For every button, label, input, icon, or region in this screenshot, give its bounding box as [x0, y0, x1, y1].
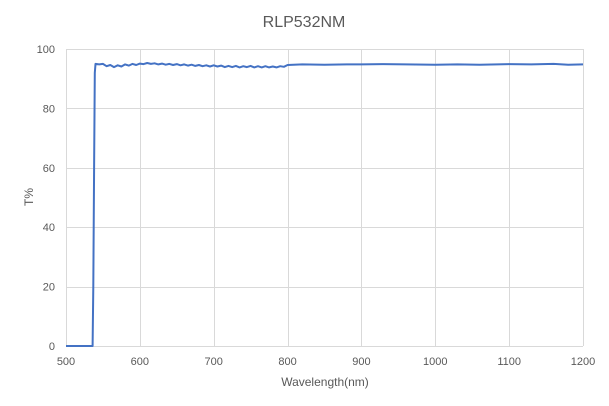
x-tick-label: 700	[205, 356, 223, 368]
y-tick-label: 0	[49, 341, 55, 353]
x-axis-ticks: 500 600 700 800 900 1000 1100 1200	[57, 356, 595, 368]
transmission-line	[66, 62, 584, 347]
chart-title: RLP532NM	[263, 14, 346, 31]
x-axis-label: Wavelength(nm)	[281, 375, 369, 389]
x-tick-label: 600	[131, 356, 149, 368]
x-tick-label: 1100	[497, 356, 521, 368]
x-tick-label: 1000	[423, 356, 447, 368]
y-axis-ticks: 0 20 40 60 80 100	[37, 44, 55, 353]
gridlines	[66, 49, 584, 347]
plot-area	[66, 62, 584, 347]
y-tick-label: 40	[43, 222, 55, 234]
y-tick-label: 20	[43, 282, 55, 294]
x-tick-label: 500	[57, 356, 75, 368]
x-tick-label: 900	[352, 356, 370, 368]
y-tick-label: 60	[43, 163, 55, 175]
x-tick-label: 800	[278, 356, 296, 368]
y-axis-label: T%	[22, 188, 36, 206]
x-tick-label: 1200	[571, 356, 595, 368]
y-tick-label: 80	[43, 103, 55, 115]
y-tick-label: 100	[37, 44, 55, 56]
